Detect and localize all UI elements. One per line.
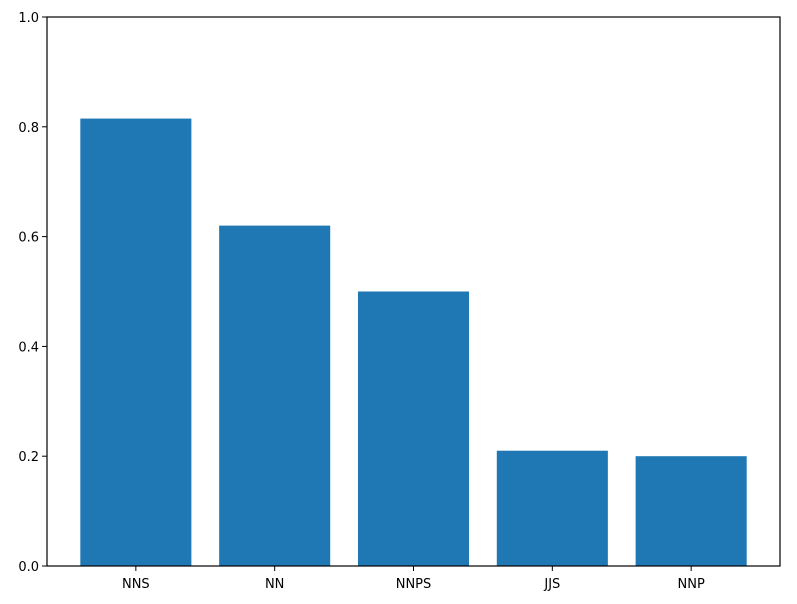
y-tick-label: 0.6: [18, 231, 39, 246]
x-tick-label: JJS: [543, 577, 560, 592]
x-tick-label: NNPS: [396, 577, 432, 592]
y-tick-label: 0.2: [18, 450, 39, 465]
plot-frame: [46, 16, 781, 567]
bar: [80, 118, 192, 566]
y-tick-label: 0.8: [18, 121, 39, 136]
bar: [219, 225, 331, 566]
x-tick-label: NN: [265, 577, 284, 592]
x-tick-label: NNP: [678, 577, 705, 592]
y-tick-label: 0.0: [18, 560, 39, 575]
y-tick-label: 1.0: [18, 11, 39, 26]
y-tick-label: 0.4: [18, 340, 39, 355]
bar: [635, 456, 747, 566]
x-tick-label: NNS: [122, 577, 150, 592]
bar: [496, 450, 608, 566]
bar: [357, 291, 470, 566]
